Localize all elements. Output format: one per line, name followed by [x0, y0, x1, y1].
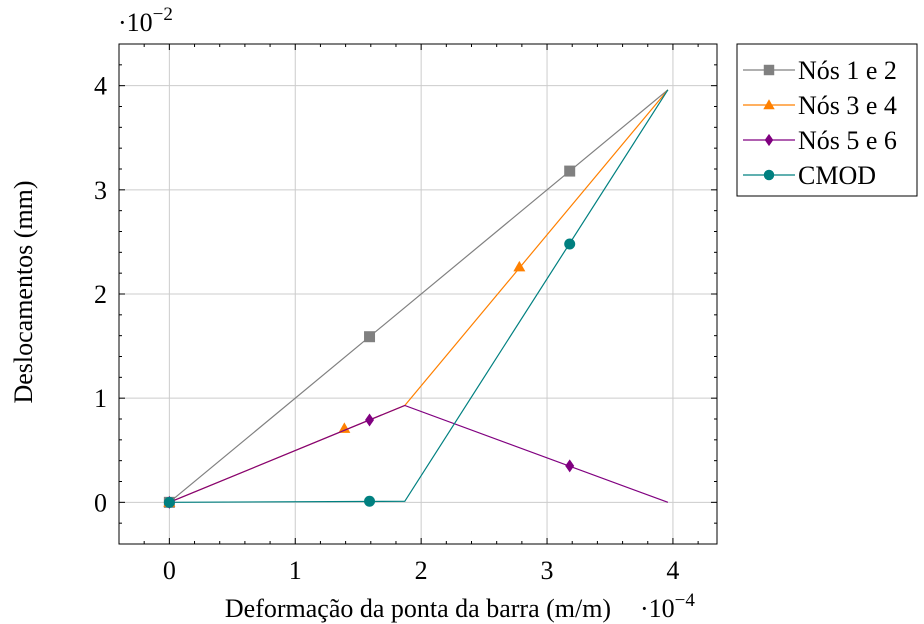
- series-line: [169, 404, 669, 503]
- axis-ticks: 0 1 2 3 4 0 1 2 3 4: [94, 43, 717, 585]
- legend-marker: [764, 133, 774, 147]
- grid: [119, 44, 717, 544]
- y-tick-label: 2: [94, 280, 107, 309]
- legend-label: Nós 1 e 2: [798, 56, 897, 85]
- legend-entry: Nós 3 e 4: [743, 91, 897, 120]
- legend-label: CMOD: [798, 161, 876, 190]
- x-axis-scale-factor: ·10−4: [640, 590, 695, 623]
- data-point-marker: [513, 260, 526, 272]
- y-axis-scale-factor: ·10−2: [118, 4, 173, 37]
- series-3: [163, 89, 669, 508]
- legend-marker: [763, 99, 775, 110]
- legend-label: Nós 5 e 6: [798, 126, 897, 155]
- series-line: [168, 89, 669, 503]
- x-tick-label: 3: [541, 556, 554, 585]
- series-0: [163, 89, 669, 508]
- x-tick-label: 0: [163, 556, 176, 585]
- data-point-marker: [338, 422, 351, 433]
- data-point-marker: [364, 495, 376, 507]
- series-2: [164, 404, 669, 509]
- x-axis-title: Deformação da ponta da barra (m/m): [225, 594, 611, 623]
- data-point-marker: [564, 165, 576, 177]
- x-tick-label: 1: [289, 556, 302, 585]
- legend-marker: [763, 64, 775, 76]
- series-line: [169, 89, 669, 503]
- legend-label: Nós 3 e 4: [798, 91, 897, 120]
- data-point-marker: [564, 238, 576, 250]
- data-point-marker: [163, 496, 175, 508]
- series-layer: [163, 89, 669, 509]
- y-tick-label: 1: [94, 384, 107, 413]
- x-tick-label: 2: [415, 556, 428, 585]
- legend: Nós 1 e 2 Nós 3 e 4 Nós 5 e 6 CMOD: [736, 43, 918, 197]
- legend-marker: [763, 169, 775, 181]
- y-axis-title: Deslocamentos (mm): [9, 180, 38, 403]
- y-tick-label: 3: [94, 176, 107, 205]
- legend-entry: CMOD: [743, 161, 876, 190]
- y-tick-label: 0: [94, 488, 107, 517]
- data-point-marker: [364, 331, 376, 343]
- legend-entry: Nós 1 e 2: [743, 56, 897, 85]
- x-tick-label: 4: [666, 556, 679, 585]
- legend-entry: Nós 5 e 6: [743, 126, 897, 155]
- y-tick-label: 4: [94, 72, 107, 101]
- data-point-marker: [565, 459, 575, 473]
- data-point-marker: [365, 413, 375, 427]
